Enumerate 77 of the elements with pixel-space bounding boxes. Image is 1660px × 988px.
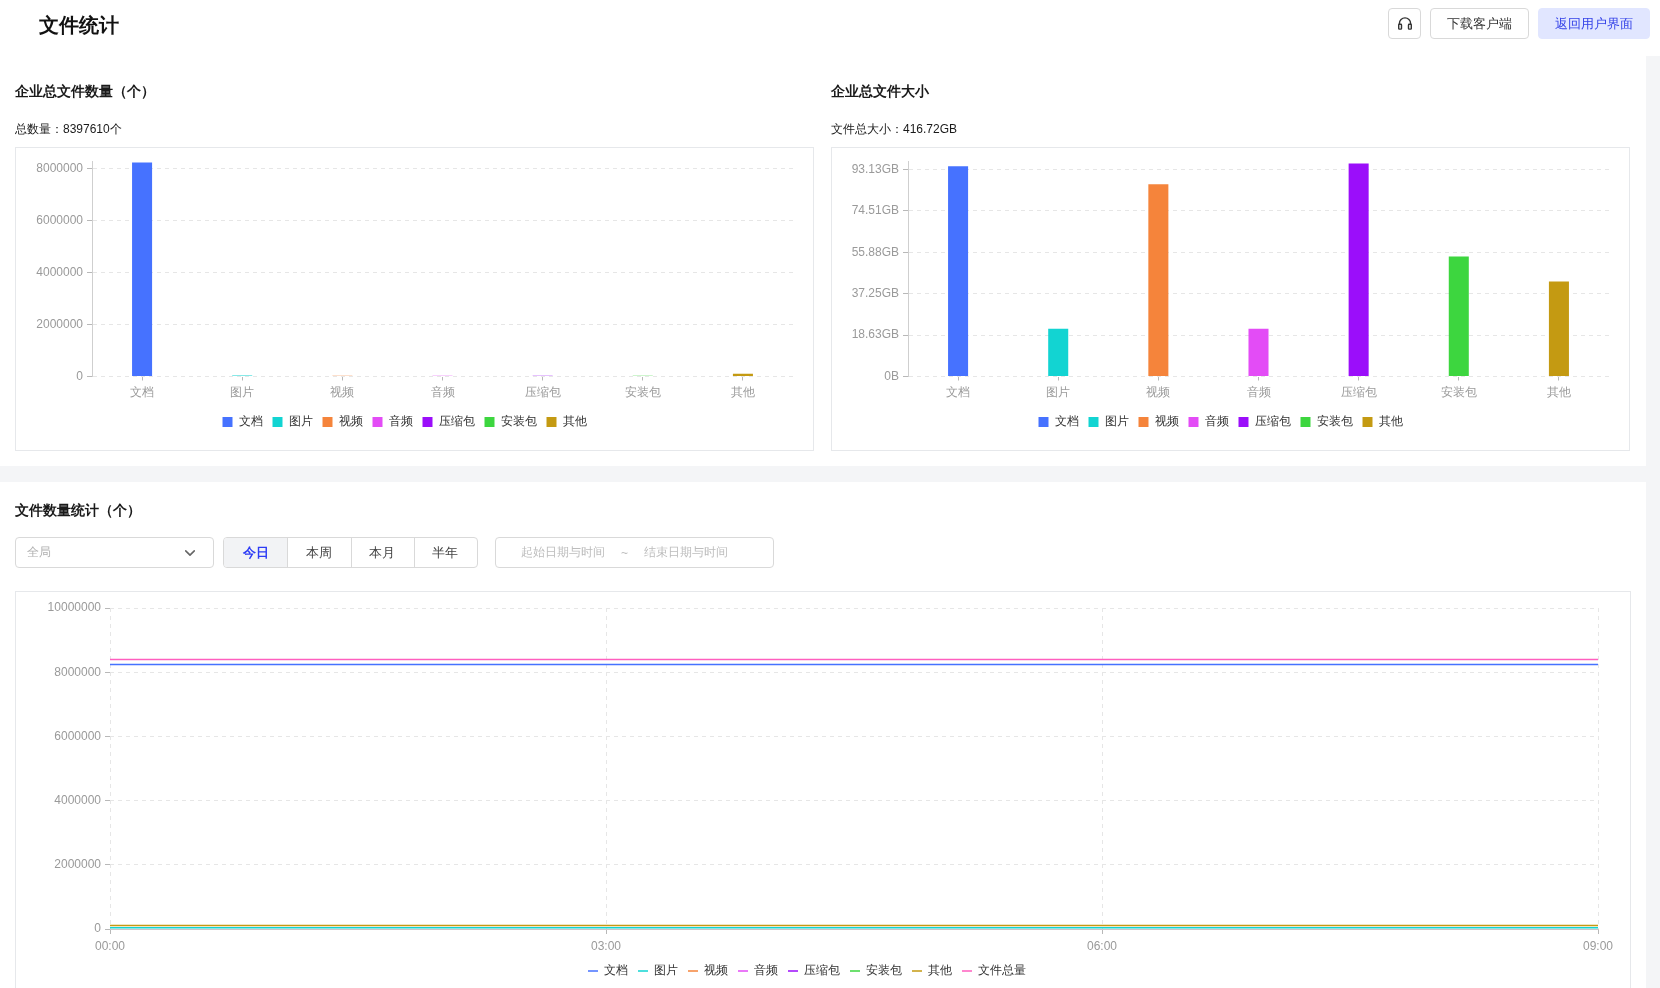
x-tick-label: 安装包 [624,385,661,400]
y-tick-label: 93.13GB [851,161,899,176]
y-tick-label: 8000000 [54,664,102,679]
legend-label: 其他 [1378,414,1403,429]
x-tick-label: 文档 [130,385,155,400]
chart-title: 企业总文件数量（个） [15,82,155,101]
y-tick-label: 0B [884,368,899,383]
y-tick-label: 8000000 [36,161,84,176]
text: 返回用户界面 [1555,14,1633,33]
legend-label: 视频 [338,414,363,429]
text: 结束日期与时间 [644,544,729,561]
legend-label: 文档 [238,414,263,429]
x-tick-label: 图片 [1046,385,1071,400]
tab[interactable] [224,538,288,567]
legend-label: 文档 [604,963,628,978]
chart-subtitle: 总数量：8397610个 [15,121,122,138]
x-tick-label: 其他 [1546,385,1571,400]
y-tick-label: 0 [94,921,102,936]
x-tick-label: 音频 [430,385,455,400]
text: 半年 [432,543,459,562]
text: 本月 [369,543,396,562]
y-tick-label: 0 [76,368,84,383]
x-tick-label: 09:00 [1582,938,1614,953]
text: 今日 [242,543,269,562]
x-tick-label: 文档 [946,385,971,400]
x-tick-label: 03:00 [590,938,622,953]
legend-label: 图片 [1104,414,1129,429]
button[interactable] [1388,8,1421,39]
text: 起始日期与时间 [521,544,605,561]
legend-label: 压缩包 [438,414,475,429]
x-tick-label: 00:00 [94,938,126,953]
x-tick-label: 视频 [330,385,355,400]
text: 下载客户端 [1447,14,1512,33]
button[interactable] [1430,8,1529,39]
y-tick-label: 37.25GB [851,286,899,301]
y-tick-label: 74.51GB [851,203,899,218]
legend-label: 安装包 [500,414,537,429]
legend-label: 其他 [562,414,587,429]
x-tick-label: 音频 [1246,385,1271,400]
legend-label: 音频 [754,963,778,978]
legend-label: 文档 [1054,414,1079,429]
y-tick-label: 6000000 [54,728,102,743]
y-tick-label: 55.88GB [851,244,899,259]
x-tick-label: 其他 [730,385,755,400]
text: 文件统计 [39,13,119,38]
text: ~ [621,545,629,560]
y-tick-label: 4000000 [36,264,84,279]
text: 全局 [27,544,51,561]
text: 本周 [305,543,332,562]
y-tick-label: 6000000 [36,213,84,228]
legend-label: 视频 [704,963,728,978]
legend-label: 视频 [1154,414,1179,429]
y-tick-label: 4000000 [54,792,102,807]
legend-label: 压缩包 [1254,414,1291,429]
y-tick-label: 18.63GB [851,327,899,342]
x-tick-label: 压缩包 [524,385,561,400]
legend-label: 安装包 [1316,414,1353,429]
legend-label: 安装包 [866,963,902,978]
x-tick-label: 压缩包 [1340,385,1377,400]
legend-label: 图片 [288,414,313,429]
y-tick-label: 2000000 [36,316,84,331]
x-tick-label: 安装包 [1440,385,1477,400]
legend-label: 文件总量 [978,963,1026,978]
chart-title: 文件数量统计（个） [15,501,141,520]
legend-label: 压缩包 [804,963,840,978]
chart-subtitle: 文件总大小：416.72GB [831,121,958,138]
chart-title: 企业总文件大小 [831,82,929,101]
legend-label: 图片 [654,963,678,978]
x-tick-label: 视频 [1146,385,1171,400]
legend-label: 其他 [928,963,952,978]
legend-label: 音频 [1204,414,1229,429]
y-tick-label: 10000000 [47,600,102,615]
date-range-field[interactable] [495,537,774,568]
x-tick-label: 06:00 [1086,938,1118,953]
y-tick-label: 2000000 [54,857,102,872]
x-tick-label: 图片 [230,385,255,400]
legend-label: 音频 [388,414,413,429]
